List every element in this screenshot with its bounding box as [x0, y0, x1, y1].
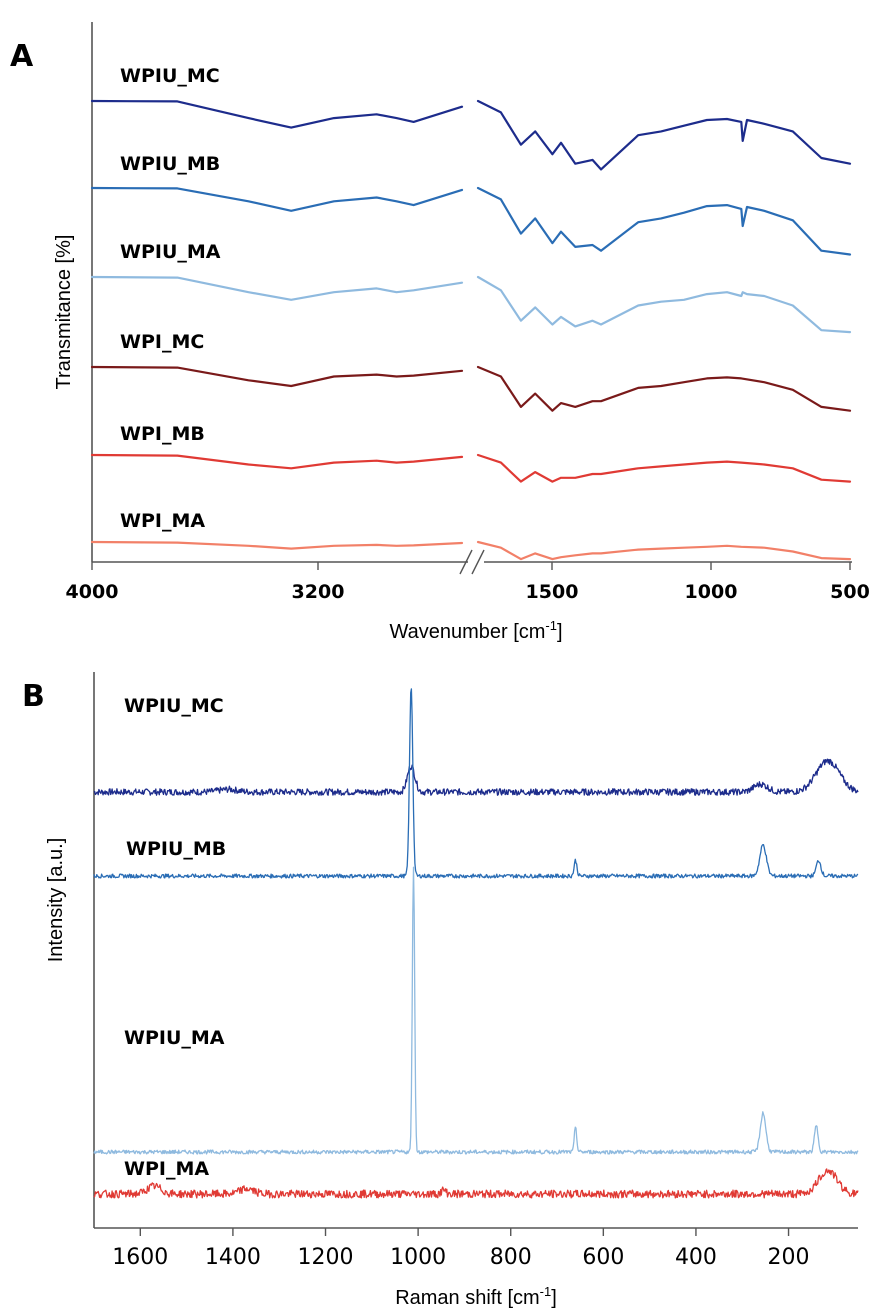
- panel-a-letter: A: [10, 39, 34, 74]
- panel-a-y-axis-title: Transmitance [%]: [53, 235, 75, 390]
- panel-a-tick-label-4000: 4000: [66, 581, 119, 603]
- panel-a-traces: [90, 99, 852, 561]
- panel-a-trace-wpiu-ma-low: [476, 275, 852, 334]
- panel-b-tick-label-400: 400: [675, 1245, 717, 1270]
- panel-b-label-wpiu-mb: WPIU_MB: [126, 838, 226, 860]
- panel-a-label-wpi-mb: WPI_MB: [120, 423, 205, 445]
- panel-a-label-wpiu-mc: WPIU_MC: [120, 65, 220, 87]
- panel-a-trace-wpiu-ma-high: [90, 275, 464, 301]
- panel-a-label-wpi-mc: WPI_MC: [120, 331, 204, 353]
- panel-b-trace-wpi-ma: [93, 1168, 859, 1199]
- panel-a-tick-label-500: 500: [830, 581, 870, 603]
- panel-a-tick-label-1000: 1000: [685, 581, 738, 603]
- panel-b-tick-label-1000: 1000: [390, 1245, 446, 1270]
- panel-b-trace-wpiu-mb: [93, 688, 859, 879]
- panel-b-trace-wpiu-ma: [93, 866, 859, 1155]
- panel-b: B 1600 1400 1200 1000 800 600 400 200 WPIU_MCWP…: [22, 672, 859, 1309]
- panel-b-tick-label-1200: 1200: [298, 1245, 354, 1270]
- panel-a-trace-wpi-mb-low: [476, 453, 852, 483]
- panel-a-trace-wpi-mb-high: [90, 453, 464, 470]
- panel-a-tick-label-3200: 3200: [292, 581, 345, 603]
- panel-a-axis-break-mark-1: [459, 549, 473, 575]
- panel-b-tick-label-600: 600: [582, 1245, 624, 1270]
- panel-b-tick-label-200: 200: [768, 1245, 810, 1270]
- panel-a-trace-wpiu-mb-high: [90, 186, 464, 212]
- panel-a-trace-wpi-mc-high: [90, 365, 464, 388]
- panel-a-tick-label-1500: 1500: [526, 581, 579, 603]
- panel-b-tick-label-800: 800: [490, 1245, 532, 1270]
- panel-a-series-labels: WPIU_MC WPIU_MB WPIU_MA WPI_MC WPI_MB WPI_MA: [120, 65, 221, 532]
- panel-a-trace-wpiu-mc-low: [476, 99, 852, 171]
- panel-a-x-axis-title: Wavenumber [cm-1]: [389, 618, 562, 643]
- panel-b-label-wpiu-mc: WPIU_MC: [124, 695, 224, 717]
- panel-a-trace-wpiu-mb-low: [476, 186, 852, 256]
- panel-b-tick-label-1400: 1400: [205, 1245, 261, 1270]
- panel-b-y-axis-title: Intensity [a.u.]: [45, 838, 67, 963]
- panel-b-series-labels: WPIU_MC WPIU_MB WPIU_MA WPI_MA: [124, 695, 226, 1180]
- panel-b-label-wpi-ma: WPI_MA: [124, 1158, 209, 1180]
- panel-a-x-ticks: 4000 3200 1500 1000 500: [66, 562, 870, 603]
- panel-a-trace-wpi-ma-high: [90, 540, 464, 550]
- panel-b-label-wpiu-ma: WPIU_MA: [124, 1027, 225, 1049]
- panel-a: A 4000 3200 1500 1000 500 WPIU_MCWPIU_MBWPIU…: [10, 22, 870, 643]
- panel-b-x-axis-title: Raman shift [cm-1]: [395, 1284, 557, 1309]
- panel-a-axis-break-mark-2: [471, 549, 485, 575]
- panel-a-label-wpiu-ma: WPIU_MA: [120, 241, 221, 263]
- panel-a-label-wpi-ma: WPI_MA: [120, 510, 205, 532]
- panel-a-label-wpiu-mb: WPIU_MB: [120, 153, 220, 175]
- panel-a-trace-wpi-ma-low: [476, 540, 852, 561]
- panel-b-tick-label-1600: 1600: [112, 1245, 168, 1270]
- panel-b-x-ticks: 1600 1400 1200 1000 800 600 400 200: [112, 1228, 810, 1270]
- panel-a-trace-wpiu-mc-high: [90, 99, 464, 129]
- panel-b-letter: B: [22, 679, 45, 714]
- panel-b-traces: [93, 688, 859, 1199]
- panel-b-trace-wpiu-mc: [93, 758, 859, 796]
- panel-a-trace-wpi-mc-low: [476, 365, 852, 412]
